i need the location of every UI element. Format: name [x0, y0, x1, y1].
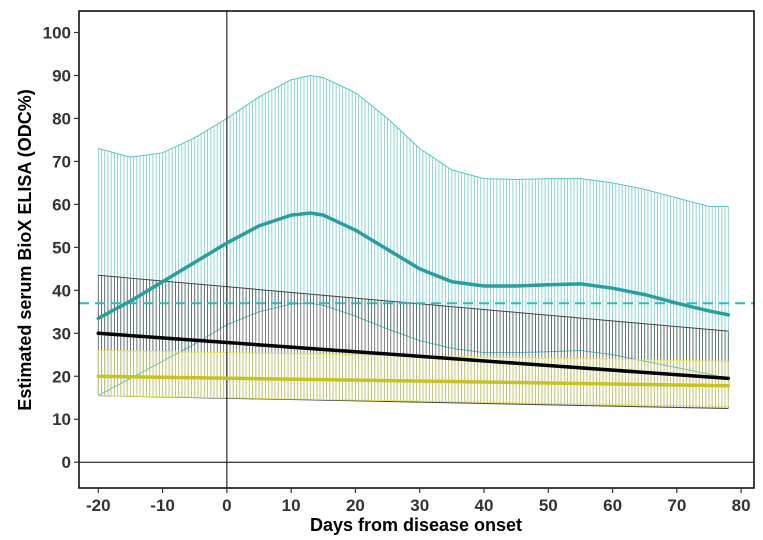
- plot-frame: [78, 10, 755, 489]
- series-0-upper-bound: [98, 74, 729, 208]
- series-2-lower-bound: [98, 395, 729, 407]
- x-tick-label: 20: [346, 496, 365, 515]
- y-tick-label: 80: [52, 109, 71, 128]
- series-1-line: [96, 331, 731, 381]
- x-tick-label: 50: [539, 496, 558, 515]
- y-axis-ticks: 0 10 20 30 40 50 60 70 80 90 100: [43, 23, 79, 472]
- x-tick-label: 40: [475, 496, 494, 515]
- y-tick-label: 30: [52, 324, 71, 343]
- series-2-line: [96, 374, 731, 388]
- reference-lines: [79, 11, 754, 488]
- x-axis-ticks: -20 -10 0 10 20 30 40 50 60 70 80: [86, 488, 751, 515]
- x-tick-label: 10: [282, 496, 301, 515]
- y-tick-label: 0: [62, 453, 71, 472]
- y-tick-label: 100: [43, 23, 71, 42]
- x-tick-label: 60: [603, 496, 622, 515]
- y-tick-label: 70: [52, 152, 71, 171]
- x-tick-label: 0: [222, 496, 231, 515]
- x-tick-label: 70: [667, 496, 686, 515]
- y-tick-label: 50: [52, 238, 71, 257]
- series-0-line: [96, 211, 731, 321]
- x-tick-label: -20: [86, 496, 111, 515]
- x-tick-label: 30: [410, 496, 429, 515]
- x-tick-label: 80: [732, 496, 751, 515]
- y-tick-label: 60: [52, 195, 71, 214]
- y-tick-label: 20: [52, 367, 71, 386]
- x-axis-title: Days from disease onset: [310, 515, 522, 535]
- y-tick-label: 90: [52, 66, 71, 85]
- series-1-upper-bound: [98, 274, 729, 332]
- series-lines: [96, 211, 731, 388]
- y-tick-label: 40: [52, 281, 71, 300]
- series-2-band: [97, 349, 729, 407]
- y-axis-title: Estimated serum BioX ELISA (ODC%): [15, 89, 35, 410]
- confidence-bands: [97, 74, 729, 409]
- y-tick-label: 10: [52, 410, 71, 429]
- x-tick-label: -10: [150, 496, 175, 515]
